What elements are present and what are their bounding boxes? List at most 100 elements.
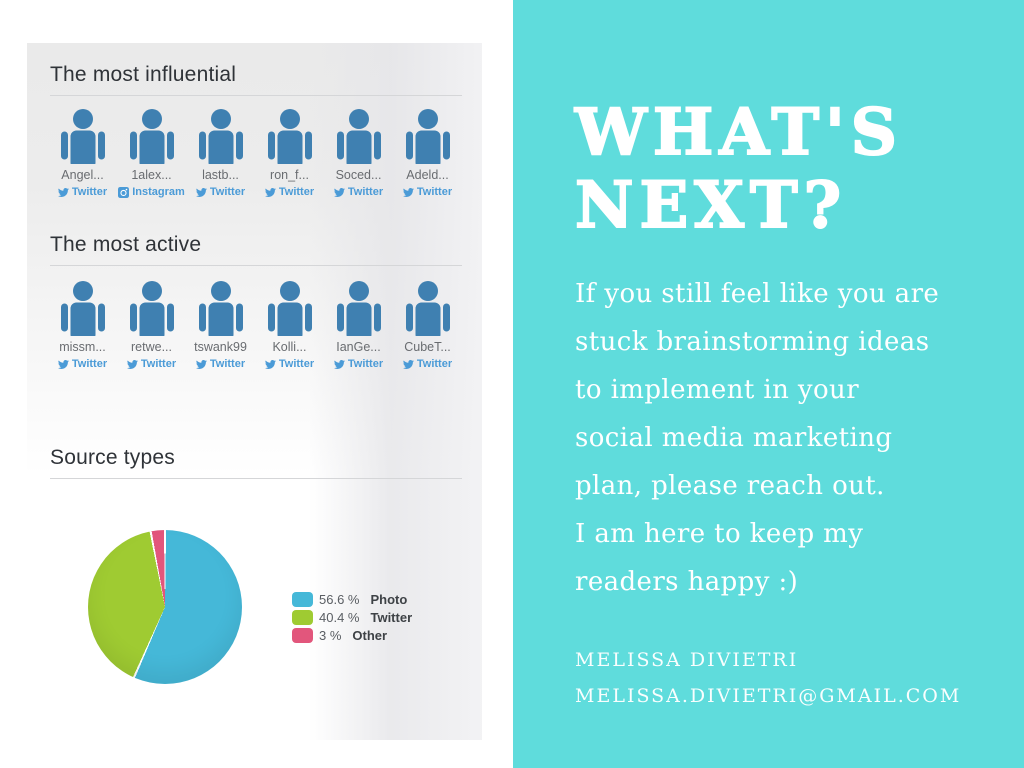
platform-link[interactable]: Twitter — [195, 186, 246, 198]
slide-title: WHAT'S NEXT? — [574, 95, 903, 243]
twitter-bird-icon — [264, 359, 276, 369]
person-card: Angel... Twitter — [48, 109, 117, 198]
person-name: lastb... — [202, 168, 239, 182]
person-name: Soced... — [335, 168, 382, 182]
person-name: Angel... — [61, 168, 104, 182]
person-card: Soced... Twitter — [324, 109, 393, 198]
platform-link[interactable]: Twitter — [195, 358, 246, 370]
platform-link[interactable]: Twitter — [402, 358, 453, 370]
platform-link[interactable]: Twitter — [402, 186, 452, 198]
person-card: Adeld... Twitter — [393, 109, 462, 198]
person-card: IanGe... Twitter — [324, 281, 393, 370]
person-name: tswank99 — [194, 340, 247, 354]
twitter-bird-icon — [402, 187, 414, 197]
person-name: retwe... — [131, 340, 172, 354]
contact-name: MELISSA DIVIETRI — [575, 649, 799, 671]
legend-row: 40.4 % Twitter — [292, 608, 412, 626]
slide-title-line2: NEXT? — [574, 168, 848, 243]
twitter-bird-icon — [126, 359, 138, 369]
person-card: Kolli... Twitter — [255, 281, 324, 370]
platform-label: Instagram — [132, 186, 185, 198]
person-icon — [60, 281, 105, 336]
legend-percent: 3 % — [319, 627, 342, 643]
legend-swatch-twitter — [292, 609, 313, 625]
platform-label: Twitter — [71, 186, 108, 198]
platform-link[interactable]: Twitter — [333, 186, 384, 198]
contact-block: MELISSA DIVIETRI MELISSA.DIVIETRI@GMAIL.… — [575, 642, 961, 714]
platform-label: Twitter — [71, 358, 108, 370]
contact-email: MELISSA.DIVIETRI@GMAIL.COM — [575, 685, 962, 707]
platform-label: Twitter — [278, 186, 315, 198]
person-name: missm... — [59, 340, 106, 354]
person-icon — [405, 281, 450, 336]
legend-percent: 40.4 % — [319, 609, 360, 625]
twitter-bird-icon — [333, 187, 345, 197]
person-card: CubeT... Twitter — [393, 281, 462, 370]
legend-label: Photo — [370, 591, 408, 607]
slide-paragraph: If you still feel like you are stuck bra… — [575, 279, 940, 597]
twitter-bird-icon — [402, 359, 414, 369]
person-card: tswank99 Twitter — [186, 281, 255, 370]
platform-label: Twitter — [140, 358, 177, 370]
platform-label: Twitter — [209, 186, 246, 198]
legend-swatch-photo — [292, 591, 313, 607]
twitter-bird-icon — [333, 359, 345, 369]
platform-label: Twitter — [416, 358, 453, 370]
person-icon — [336, 281, 381, 336]
section-divider — [50, 95, 462, 96]
platform-label: Twitter — [278, 358, 315, 370]
platform-link[interactable]: Twitter — [126, 358, 177, 370]
instagram-icon — [118, 186, 130, 198]
legend-swatch-other — [292, 627, 313, 643]
person-name: Kolli... — [272, 340, 307, 354]
twitter-bird-icon — [264, 187, 276, 197]
platform-link[interactable]: Twitter — [57, 358, 108, 370]
section-title-most-influential: The most influential — [50, 63, 237, 86]
person-card: 1alex... Instagram — [117, 109, 186, 198]
platform-link[interactable]: Twitter — [57, 186, 108, 198]
person-card: ron_f... Twitter — [255, 109, 324, 198]
pie-chart — [88, 530, 242, 684]
most-influential-row: Angel... Twitter 1alex... Instagram last… — [48, 109, 462, 198]
section-title-source-types: Source types — [50, 446, 175, 469]
person-name: IanGe... — [336, 340, 381, 354]
person-icon — [198, 109, 243, 164]
platform-link[interactable]: Twitter — [333, 358, 384, 370]
legend-percent: 56.6 % — [319, 591, 360, 607]
right-teal-panel: WHAT'S NEXT? If you still feel like you … — [513, 0, 1024, 768]
platform-link[interactable]: Twitter — [264, 358, 315, 370]
person-icon — [405, 109, 450, 164]
person-icon — [129, 281, 174, 336]
analytics-screenshot-panel: The most influential Angel... Twitter 1a… — [27, 43, 482, 740]
platform-label: Twitter — [209, 358, 246, 370]
platform-link[interactable]: Instagram — [118, 186, 185, 198]
legend-row: 56.6 % Photo — [292, 590, 412, 608]
twitter-bird-icon — [57, 187, 69, 197]
twitter-bird-icon — [57, 359, 69, 369]
legend-row: 3 % Other — [292, 626, 412, 644]
twitter-bird-icon — [195, 187, 207, 197]
person-icon — [129, 109, 174, 164]
person-card: missm... Twitter — [48, 281, 117, 370]
section-divider — [50, 478, 462, 479]
section-divider — [50, 265, 462, 266]
person-card: retwe... Twitter — [117, 281, 186, 370]
person-icon — [267, 281, 312, 336]
person-icon — [198, 281, 243, 336]
legend-label: Other — [352, 627, 388, 643]
platform-label: Twitter — [347, 358, 384, 370]
twitter-bird-icon — [195, 359, 207, 369]
person-icon — [60, 109, 105, 164]
platform-link[interactable]: Twitter — [264, 186, 315, 198]
platform-label: Twitter — [347, 186, 384, 198]
section-title-most-active: The most active — [50, 233, 202, 256]
person-name: CubeT... — [404, 340, 451, 354]
person-name: 1alex... — [131, 168, 172, 182]
person-card: lastb... Twitter — [186, 109, 255, 198]
slide-title-line1: WHAT'S — [574, 95, 903, 170]
most-active-row: missm... Twitter retwe... Twitter tswank… — [48, 281, 462, 370]
legend-label: Twitter — [370, 609, 413, 625]
person-icon — [267, 109, 312, 164]
person-name: Adeld... — [406, 168, 449, 182]
person-name: ron_f... — [270, 168, 309, 182]
